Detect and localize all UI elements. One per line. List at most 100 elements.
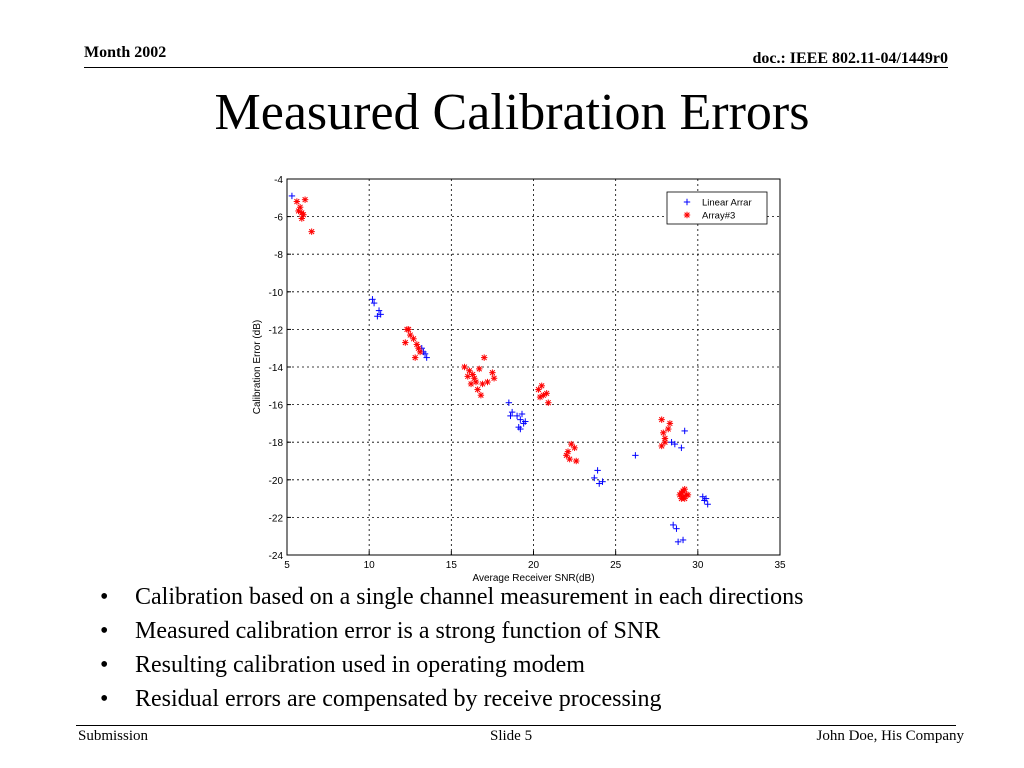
data-point <box>423 354 430 361</box>
x-tick-label: 25 <box>610 560 622 571</box>
data-point <box>701 497 708 504</box>
calibration-scatter-chart: 5 10 15 20 25 30 35 -4 -6 -8 -10 -12 -14 -16 -18 -20 -22… <box>252 175 786 584</box>
data-point <box>490 375 498 382</box>
data-point <box>518 410 526 418</box>
data-point <box>681 495 688 502</box>
data-point <box>594 467 601 474</box>
data-point <box>671 440 679 448</box>
data-point <box>591 474 598 482</box>
y-tick-label: -18 <box>269 438 284 449</box>
marker-stroke <box>473 379 479 385</box>
data-point <box>674 538 682 546</box>
marker-stroke <box>545 399 552 406</box>
marker-stroke <box>415 345 422 351</box>
bullet-list: • Calibration based on a single channel m… <box>100 580 803 716</box>
bullet-text: Measured calibration error is a strong f… <box>135 618 661 644</box>
marker-stroke <box>573 458 579 464</box>
bullet-item: • Calibration based on a single channel m… <box>100 580 803 614</box>
marker-stroke <box>537 394 543 400</box>
data-point <box>298 215 305 222</box>
legend-marker <box>683 198 691 206</box>
data-point <box>660 429 667 436</box>
x-tick-label: 10 <box>364 560 376 571</box>
data-point <box>416 348 424 356</box>
marker-stroke <box>412 354 418 361</box>
marker-stroke <box>299 215 305 222</box>
footer-slide-number: Slide 5 <box>490 728 533 744</box>
data-point <box>513 412 521 420</box>
marker-stroke <box>466 368 473 374</box>
marker-stroke <box>491 375 497 382</box>
data-point <box>369 296 376 303</box>
y-tick-label: -8 <box>274 250 283 261</box>
data-point <box>566 455 573 463</box>
data-point <box>563 452 570 459</box>
data-point <box>481 354 488 361</box>
data-point <box>568 440 575 448</box>
marker-stroke <box>465 373 471 380</box>
y-tick-label: -12 <box>269 325 284 336</box>
data-point <box>666 420 674 427</box>
y-tick-label: -24 <box>269 551 284 562</box>
marker-stroke <box>538 383 545 389</box>
data-point <box>668 439 675 446</box>
marker-stroke <box>489 369 496 376</box>
y-tick-label: -4 <box>274 175 283 186</box>
marker-stroke <box>468 381 474 387</box>
y-tick-label: -22 <box>269 513 284 524</box>
bullet-item: • Resulting calibration used in operating… <box>100 648 803 682</box>
data-point <box>596 480 603 487</box>
x-tick-label: 15 <box>446 560 458 571</box>
data-point <box>370 299 378 307</box>
marker-stroke <box>471 375 478 382</box>
marker-stroke <box>402 339 409 346</box>
data-point <box>411 354 419 361</box>
x-tick-label: 5 <box>284 560 290 571</box>
data-point <box>407 331 414 339</box>
marker-stroke <box>568 441 575 447</box>
data-point <box>704 501 711 508</box>
data-point <box>661 439 669 446</box>
marker-stroke <box>662 439 668 445</box>
legend-label: Array#3 <box>702 211 735 222</box>
y-tick-label: -6 <box>274 213 283 224</box>
marker-stroke <box>543 390 550 397</box>
slide-title: Measured Calibration Errors <box>214 84 810 141</box>
footer-divider <box>76 725 956 726</box>
marker-stroke <box>481 354 487 361</box>
data-point <box>377 311 384 318</box>
bullet-marker: • <box>100 652 109 678</box>
data-point <box>538 382 545 389</box>
data-point <box>300 211 307 218</box>
marker-stroke <box>295 208 302 214</box>
data-point <box>545 399 552 406</box>
marker-stroke <box>665 426 672 432</box>
data-point <box>293 198 301 205</box>
marker-stroke <box>660 430 667 436</box>
data-point <box>375 307 383 314</box>
data-point <box>673 525 680 532</box>
data-point <box>477 392 485 399</box>
marker-stroke <box>308 228 315 235</box>
marker-stroke <box>478 392 484 398</box>
marker-stroke <box>681 495 688 502</box>
data-point <box>479 380 486 388</box>
marker-stroke <box>410 336 417 342</box>
marker-stroke <box>563 452 570 459</box>
data-point <box>405 326 412 333</box>
data-point <box>402 339 409 346</box>
marker-stroke <box>476 366 483 372</box>
data-point <box>571 444 578 452</box>
data-point <box>288 192 296 200</box>
marker-stroke <box>571 445 578 451</box>
y-tick-label: -20 <box>269 476 284 487</box>
header-doc-id: doc.: IEEE 802.11-04/1449r0 <box>752 50 948 67</box>
marker-stroke <box>469 371 476 378</box>
bullet-text: Calibration based on a single channel me… <box>135 584 804 610</box>
marker-stroke <box>407 332 414 338</box>
marker-stroke <box>658 416 665 423</box>
data-point <box>543 390 550 397</box>
marker-stroke <box>414 341 420 348</box>
x-tick-label: 20 <box>528 560 540 571</box>
bullet-marker: • <box>100 584 109 610</box>
